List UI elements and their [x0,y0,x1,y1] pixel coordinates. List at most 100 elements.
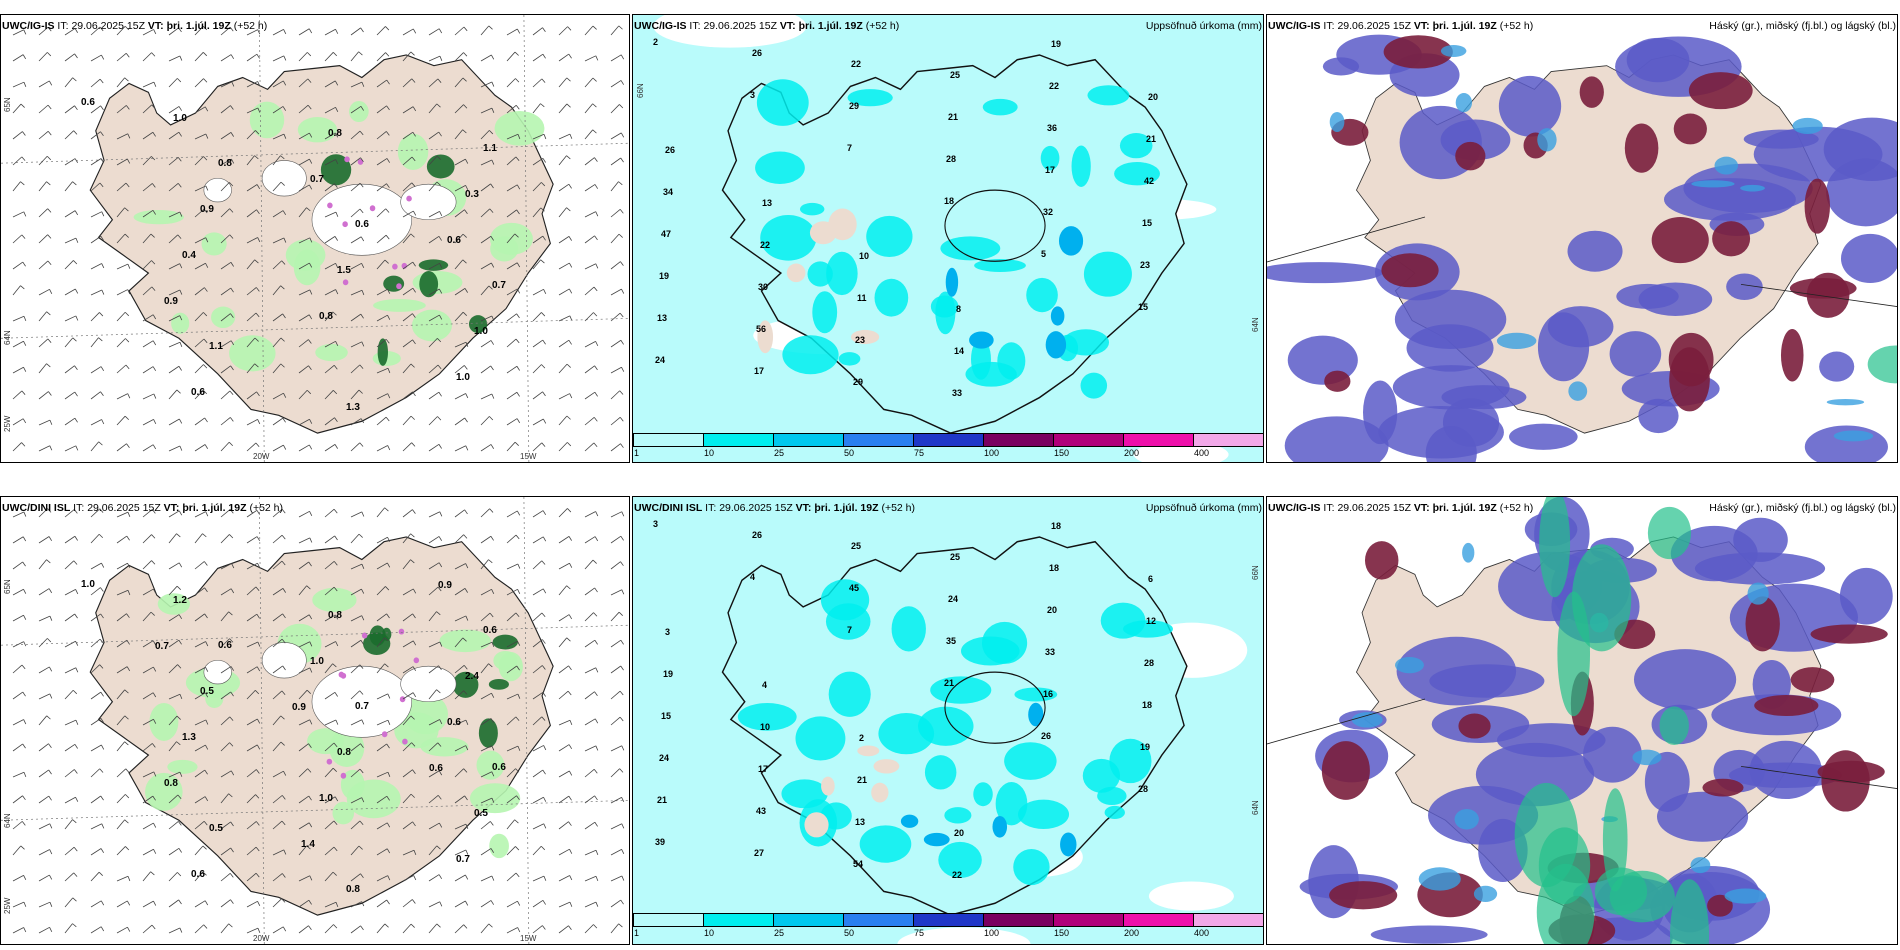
precip-value-label: 3 [665,627,670,637]
precip-value-label: 25 [950,70,960,80]
wind-value-label: 0.6 [355,219,369,230]
wind-value-label: 1.4 [301,839,315,850]
precip-value-label: 30 [758,282,768,292]
precip-value-label: 47 [661,229,671,239]
precip-value-label: 3 [750,90,755,100]
wind-value-label: 0.7 [355,701,369,712]
wind-value-label: 0.7 [310,174,324,185]
map-wind-row2: 1.0 0.6 0.7 0.6 0.5 0.8 0.6 0.5 0.8 0.5 0.6 0.8 2.4 1… [1,497,629,944]
precip-value-label: 14 [954,346,964,356]
panel-cloud-row2 [1266,496,1898,945]
precip-value-label: 13 [762,198,772,208]
precip-value-label: 21 [948,112,958,122]
lat-label-65n-row1: 65N [3,97,12,112]
panel-wind-row2: 1.0 0.6 0.7 0.6 0.5 0.8 0.6 0.5 0.8 0.5 0.6 0.8 2.4 1… [0,496,630,945]
precip-value-label: 19 [1140,742,1150,752]
map-wind-row1: 0.6 0.8 0.6 0.7 1.1 1.3 1.1 0.9 1.5 1.0 0.6 0.8 0.3 0… [1,15,629,462]
wind-value-label: 1.3 [346,402,360,413]
precip-value-label: 13 [855,817,865,827]
colorbar-swatch [773,913,844,927]
precip-value-label: 8 [956,304,961,314]
precip-value-label: 18 [944,196,954,206]
wind-value-label: 0.6 [447,717,461,728]
map-cloud-row1 [1267,15,1897,462]
precip-value-label: 4 [762,680,767,690]
header-wind-row1: UWC/IG-IS IT: 29.06.2025 15Z VT: þri. 1.… [2,20,268,32]
colorbar-tick-label: 25 [774,448,785,458]
precip-value-label: 27 [754,848,764,858]
wind-value-label: 1.0 [173,113,187,124]
header-precip-row2: UWC/DINI ISL IT: 29.06.2025 15Z VT: þri.… [634,502,1262,514]
precip-value-label: 25 [950,552,960,562]
precip-value-label: 29 [849,101,859,111]
precip-value-label: 26 [1041,731,1051,741]
wind-value-label: 0.6 [81,97,95,108]
header-wind-row2: UWC/DINI ISL IT: 29.06.2025 15Z VT: þri.… [2,502,284,514]
wind-value-label: 0.9 [164,296,178,307]
precip-value-label: 13 [657,313,667,323]
wind-value-label: 1.2 [173,595,187,606]
precip-value-label: 28 [946,154,956,164]
precip-value-label: 54 [853,859,863,869]
precip-value-label: 15 [661,711,671,721]
wind-value-label: 0.6 [429,763,443,774]
colorbar-tick-label: 10 [704,448,715,458]
precip-value-label: 2 [653,37,658,47]
wind-value-label: 0.7 [456,854,470,865]
wind-value-label: 0.8 [328,128,342,139]
colorbar-tick-label: 75 [914,448,925,458]
precip-value-label: 21 [657,795,667,805]
lat-label-64n-row1: 64N [3,330,12,345]
wind-value-label: 0.6 [483,625,497,636]
wind-value-label: 0.8 [328,610,342,621]
lon-label-20w-row2: 20W [253,934,270,943]
colorbar-tick-label: 1 [634,928,640,938]
precip-value-label: 22 [851,59,861,69]
precip-value-label: 19 [659,271,669,281]
colorbar-tick-label: 150 [1054,928,1070,938]
wind-value-label: 0.5 [200,686,214,697]
precip-value-label: 17 [758,764,768,774]
precip-value-label: 11 [857,293,867,303]
panel-precip-row1: 2 3 7 18 5 15 24 26 29 28 32 23 13 17 22 21 17 15 19 56 29 25… [632,14,1264,463]
wind-value-label: 2.4 [465,671,479,682]
wind-value-label: 0.5 [474,808,488,819]
wind-value-label: 1.0 [81,579,95,590]
colorbar-tick-label: 400 [1194,448,1210,458]
colorbar-tick-label: 75 [914,928,925,938]
precip-value-label: 34 [663,187,673,197]
precip-value-label: 10 [859,251,869,261]
panel-precip-row2: 3 4 7 21 26 28 39 26 45 35 16 19 21 27 25 24 33 18 24 43 54 2… [632,496,1264,945]
header-cloud-row1: UWC/IG-IS IT: 29.06.2025 15Z VT: þri. 1.… [1268,20,1896,32]
colorbar-swatch [1193,433,1264,447]
colorbar-swatch [1193,913,1264,927]
colorbar-row1: 1 10 25 50 75 100 150 200 400 [633,433,1264,458]
panel-cloud-row1 [1266,14,1898,463]
precip-value-label: 24 [948,594,958,604]
precip-value-label: 20 [954,828,964,838]
precip-value-label: 45 [849,583,859,593]
precip-value-label: 25 [851,541,861,551]
colorbar-tick-label: 150 [1054,448,1070,458]
lat-label-precip-64n-row1: 64N [1251,317,1260,332]
precip-value-label: 17 [754,366,764,376]
precip-value-label: 18 [1142,700,1152,710]
lon-label-20w-row1: 20W [253,452,270,461]
header-precip-row1: UWC/IG-IS IT: 29.06.2025 15Z VT: þri. 1.… [634,20,1262,32]
lat-label-64n-row2: 64N [3,813,12,828]
wind-value-label: 0.8 [319,311,333,322]
precip-value-label: 26 [665,145,675,155]
wind-value-label: 1.0 [456,372,470,383]
precip-value-label: 28 [1144,658,1154,668]
colorbar-swatch [983,433,1054,447]
colorbar-swatch [1053,913,1124,927]
wind-value-label: 0.6 [218,640,232,651]
colorbar-swatch [843,433,914,447]
precip-value-label: 21 [1146,134,1156,144]
wind-value-label: 0.4 [182,250,196,261]
precip-value-label: 21 [857,775,867,785]
colorbar-swatch [703,433,774,447]
colorbar-row2: 1 10 25 50 75 100 150 200 400 [633,913,1264,938]
wind-value-label: 0.3 [465,189,479,200]
precip-value-label: 39 [655,837,665,847]
